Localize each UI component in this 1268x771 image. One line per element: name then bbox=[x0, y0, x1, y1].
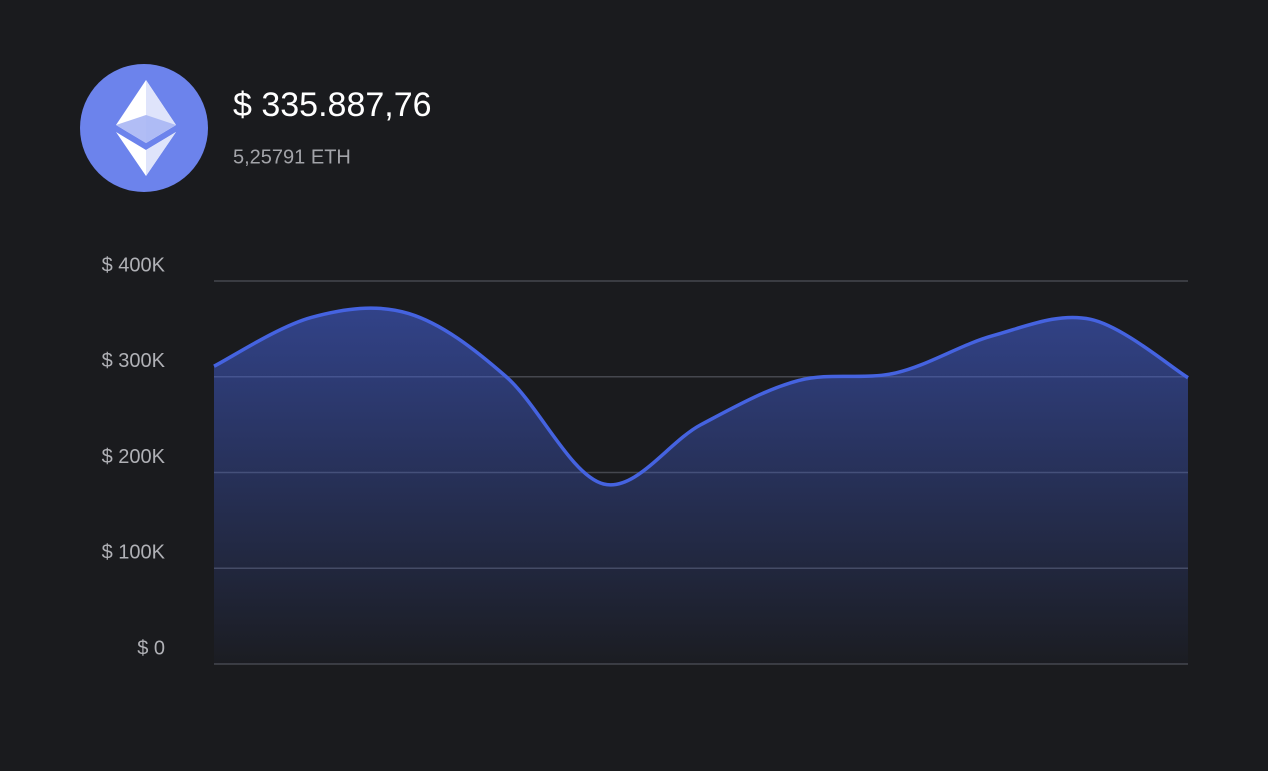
y-tick-label: $ 400K bbox=[102, 254, 166, 276]
y-tick-label: $ 200K bbox=[102, 446, 166, 468]
y-tick-label: $ 300K bbox=[102, 350, 166, 372]
y-tick-label: $ 100K bbox=[102, 542, 166, 564]
eth-icon bbox=[80, 64, 208, 192]
y-tick-label: $ 0 bbox=[137, 637, 165, 659]
balance: $ 335.887,76 bbox=[233, 86, 432, 124]
area-line bbox=[213, 306, 1189, 487]
eth-amount: 5,25791 ETH bbox=[233, 146, 351, 168]
area-fill bbox=[214, 308, 1188, 664]
